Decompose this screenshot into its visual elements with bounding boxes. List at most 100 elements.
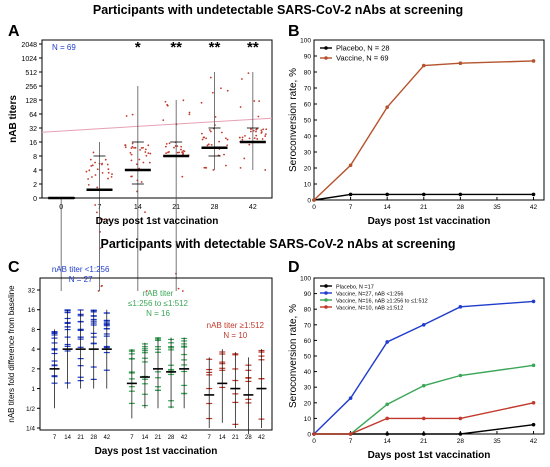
data-point-a xyxy=(97,290,100,292)
y-tick-label-a: 8 xyxy=(33,154,37,161)
data-point-a xyxy=(226,144,229,147)
x-tick-label-a: 42 xyxy=(249,204,257,211)
x-tick-label-c: 14 xyxy=(219,435,226,441)
x-tick-label-c: 42 xyxy=(258,435,265,441)
x-tick-label-d: 7 xyxy=(349,438,353,445)
series-point-b xyxy=(348,192,353,197)
legend-label-d: Vaccine, N=27, nAB <1:256 xyxy=(336,292,403,298)
x-axis-label-d: Days post 1st vaccination xyxy=(368,450,491,461)
data-point-a xyxy=(256,128,258,130)
data-point-a xyxy=(91,164,94,167)
data-point-a xyxy=(212,169,215,171)
data-point-a xyxy=(130,147,133,150)
series-line-b xyxy=(313,193,534,201)
data-point-a xyxy=(94,174,97,176)
series-point-d xyxy=(531,401,536,405)
data-point-a xyxy=(166,103,169,106)
series-point-b xyxy=(348,163,353,168)
panel-letter-b: B xyxy=(288,23,300,40)
data-point-a xyxy=(256,138,259,140)
panel-b-chart: 0 10 20 30 40 50 60 70 80 90 100 0 7 14 21 28 35 42 Placeb… xyxy=(288,38,545,227)
x-axis-label-b: Days post 1st vaccination xyxy=(368,216,491,227)
data-point-a xyxy=(162,119,165,122)
data-point-a xyxy=(101,284,103,287)
data-point-a xyxy=(218,140,221,143)
x-tick-label-d: 21 xyxy=(420,438,428,445)
data-point-a xyxy=(265,128,268,131)
data-point-a xyxy=(204,166,207,169)
data-point-a xyxy=(200,101,203,104)
data-point-a xyxy=(180,145,183,148)
y-tick-label-c: 32 xyxy=(28,288,36,295)
data-point-a xyxy=(96,168,99,171)
y-tick-label-a: 1024 xyxy=(21,56,37,63)
x-tick-label-b: 35 xyxy=(493,204,501,211)
x-tick-label-b: 14 xyxy=(384,204,392,211)
data-point-a xyxy=(248,143,251,146)
data-point-a xyxy=(134,146,137,149)
data-point-a xyxy=(147,144,150,147)
data-point-a xyxy=(211,91,214,94)
data-point-a xyxy=(252,129,255,132)
y-axis-label-c: nAB titers fold difference from baseline xyxy=(7,285,16,423)
y-tick-label-d: 0 xyxy=(307,432,311,439)
significance-marker-a: ** xyxy=(209,39,221,56)
y-tick-label-d: 60 xyxy=(304,338,312,345)
data-point-a xyxy=(94,204,97,206)
data-point-a xyxy=(144,211,146,214)
data-point-a xyxy=(165,142,168,145)
y-tick-label-d: 20 xyxy=(304,400,312,407)
data-point-a xyxy=(131,145,134,148)
data-point-a xyxy=(149,152,152,155)
data-point-a xyxy=(139,148,141,151)
group-label-c: N = 27 xyxy=(69,275,93,284)
data-point-a xyxy=(106,163,109,166)
data-point-a xyxy=(144,148,147,151)
x-tick-label-c: 28 xyxy=(245,435,252,441)
significance-marker-a: ** xyxy=(247,39,259,56)
data-point-a xyxy=(131,142,134,145)
x-tick-label-c: 21 xyxy=(155,435,162,441)
data-point-a xyxy=(124,144,127,147)
data-point-a xyxy=(223,153,225,156)
data-point-a xyxy=(110,175,113,178)
section-title-top: Participants with undetectable SARS-CoV-… xyxy=(93,3,463,17)
y-tick-label-c: 2 xyxy=(31,366,35,373)
data-point-a xyxy=(111,173,113,176)
data-point-a xyxy=(104,158,107,161)
data-point-a xyxy=(131,113,134,116)
x-tick-label-c: 14 xyxy=(142,435,149,441)
y-tick-label-b: 30 xyxy=(304,150,312,157)
data-point-a xyxy=(180,148,182,151)
x-tick-label-c: 21 xyxy=(232,435,239,441)
data-point-a xyxy=(94,161,96,164)
panel-d-chart: 0 10 20 30 40 50 60 70 80 90 100 0 7 14 21 28 35 42 Placeb… xyxy=(288,276,545,461)
series-point-d xyxy=(385,416,389,421)
data-point-a xyxy=(140,181,143,183)
data-point-a xyxy=(131,175,133,178)
data-point-a xyxy=(200,132,203,135)
data-point-a xyxy=(250,130,252,133)
series-point-b xyxy=(531,192,536,197)
panel-letter-d: D xyxy=(288,259,300,276)
data-point-a xyxy=(241,138,244,141)
data-point-a xyxy=(188,111,191,114)
y-axis-label-d: Seroconversion rate, % xyxy=(288,304,299,408)
series-point-b xyxy=(312,198,316,202)
x-tick-label-c: 14 xyxy=(64,435,71,441)
data-point-a xyxy=(262,128,265,131)
data-point-a xyxy=(264,135,267,137)
data-point-a xyxy=(205,137,208,140)
data-point-a xyxy=(142,146,144,149)
x-tick-label-d: 28 xyxy=(457,438,465,445)
data-point-a xyxy=(164,145,167,148)
y-tick-label-d: 80 xyxy=(304,307,312,314)
data-point-a xyxy=(138,158,141,161)
series-point-d xyxy=(458,305,463,309)
data-point-a xyxy=(241,136,244,139)
x-tick-label-b: 7 xyxy=(349,204,353,211)
data-point-a xyxy=(188,113,191,116)
y-tick-label-a: 2 xyxy=(33,182,37,189)
legend-marker-d xyxy=(324,284,328,288)
legend-label-d: Vaccine, N=10, nAB ≥1:512 xyxy=(336,306,403,312)
